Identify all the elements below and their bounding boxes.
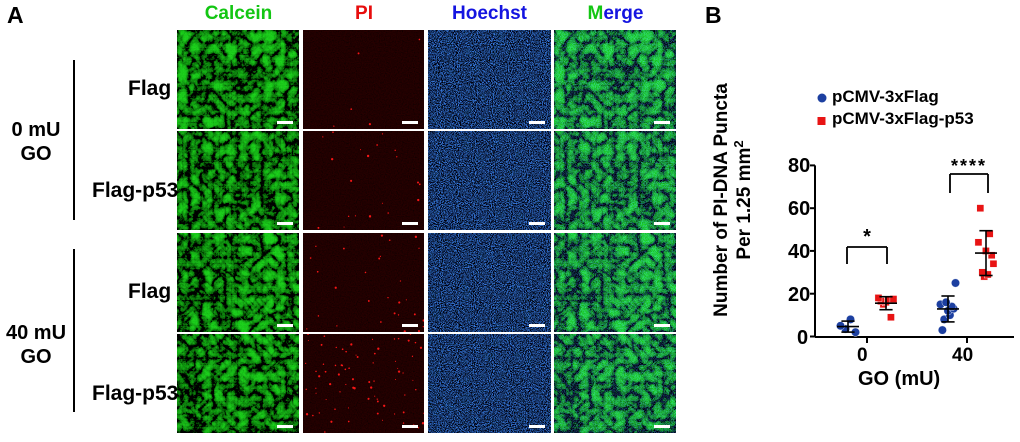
svg-text:Per 1.25 mm2: Per 1.25 mm2 — [731, 140, 756, 259]
svg-text:Number of PI-DNA Puncta: Number of PI-DNA Puncta — [711, 83, 732, 317]
